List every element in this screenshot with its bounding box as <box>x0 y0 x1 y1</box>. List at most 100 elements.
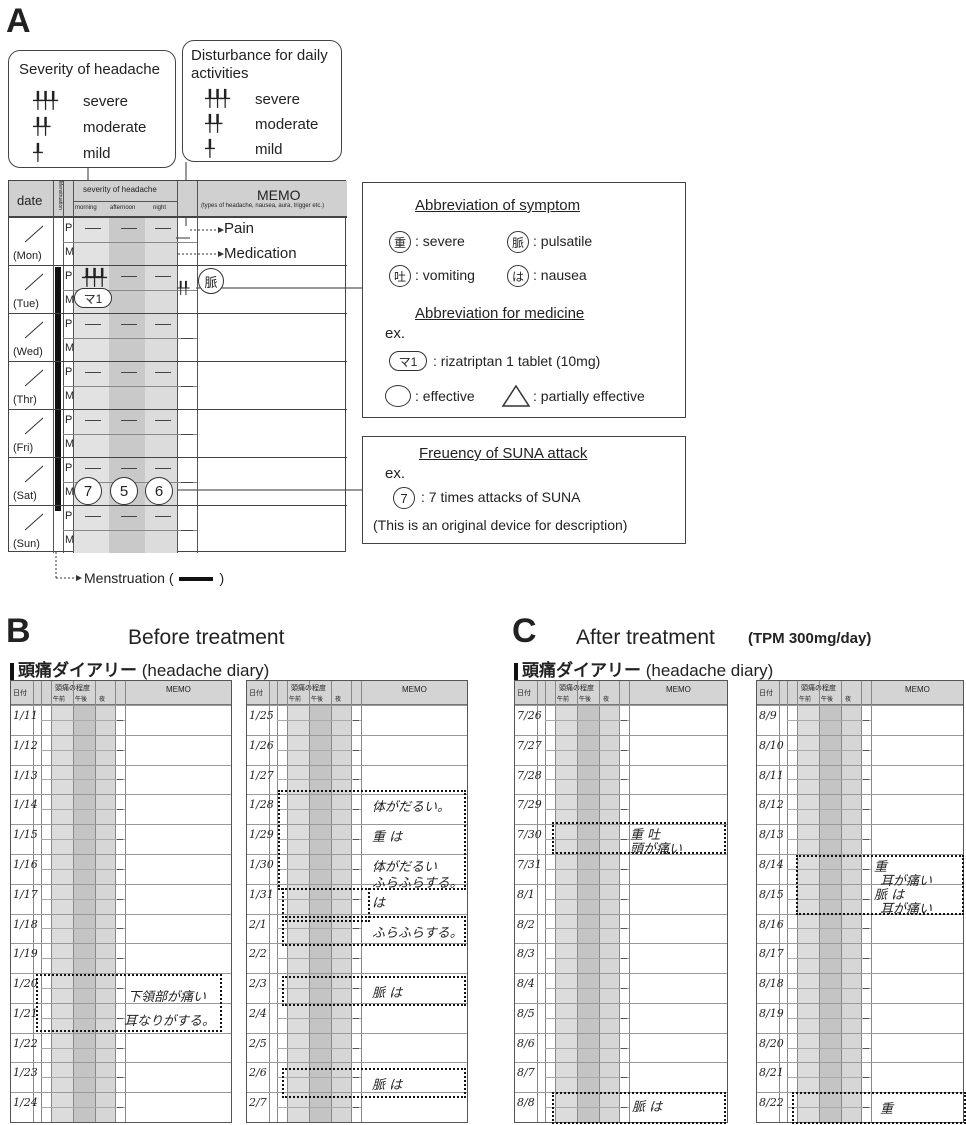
suna-box-title: Freuency of SUNA attack <box>419 445 588 462</box>
sheet-date: 1/25 <box>249 709 274 722</box>
sheet-date: 1/12 <box>13 738 38 752</box>
sheet-date-header: 日付 <box>517 690 531 697</box>
panel-c-note-3: 脈 は <box>632 1100 663 1115</box>
severe-glyph: 重 <box>389 231 411 253</box>
sheet-row <box>247 1092 467 1122</box>
sheet-row <box>757 1002 963 1033</box>
sheet-row <box>247 794 467 824</box>
row-p-label: P <box>65 510 73 522</box>
sheet-row <box>11 1032 231 1063</box>
sheet-row <box>515 1062 727 1092</box>
suna-box: Freuency of SUNA attack ex. 7 : 7 times … <box>362 436 686 544</box>
sheet-severity-header: 頭痛の程度 <box>559 683 594 693</box>
panel-c-title: After treatment <box>576 626 715 649</box>
panel-c-note-2: 頭が痛い <box>630 842 683 857</box>
sheet-date: 8/5 <box>517 1006 535 1020</box>
sheet-date: 1/15 <box>13 828 38 842</box>
severity-mild-label: mild <box>83 145 111 162</box>
disturbance-legend-title-line2: activities <box>191 65 249 82</box>
panel-b-note-7: は <box>372 896 386 911</box>
panel-b-highlight-6 <box>282 1068 466 1098</box>
panel-c-highlight-1 <box>552 822 726 854</box>
panel-b-note-3: 体がだるい。 <box>372 800 451 815</box>
rizatriptan-label: : rizatriptan 1 tablet (10mg) <box>433 353 601 369</box>
sheet-date: 8/22 <box>759 1096 784 1110</box>
sheet-memo-header: MEMO <box>905 685 930 694</box>
panel-label-b: B <box>6 612 31 650</box>
day-row: (Thr) P M <box>9 361 347 409</box>
date-slash <box>24 417 44 435</box>
severity-header: severity of headache <box>83 185 157 194</box>
sheet-date: 8/2 <box>517 917 535 931</box>
sheet-date: 1/29 <box>249 828 274 842</box>
nausea-glyph: は <box>507 265 529 287</box>
sheet-date: 8/15 <box>759 887 784 901</box>
panel-c-right-diary: 日付 頭痛の程度午前 午後 夜 MEMO 8/9 8/10 8/11 8/12 8/13 8/14 8… <box>756 680 964 1123</box>
sheet-date: 8/21 <box>759 1066 784 1080</box>
date-slash <box>24 465 44 483</box>
pain-medication-arrows <box>176 227 224 257</box>
panel-b-highlight-1 <box>36 974 222 1032</box>
sheet-row <box>247 913 467 944</box>
row-p-label: P <box>65 462 73 474</box>
sheet-header <box>515 681 727 705</box>
panel-label-a: A <box>6 2 31 40</box>
partially-effective-label: : partially effective <box>533 388 645 404</box>
sheet-afternoon-header: 午後 <box>311 697 324 703</box>
symptom-abbreviation-box: Abbreviation of symptom 重 : severe 脈 : p… <box>362 182 686 418</box>
sheet-date: 1/17 <box>13 887 38 901</box>
pulsatile-glyph: 脈 <box>507 231 529 253</box>
panel-c-note-7: 耳が痛い <box>880 902 933 917</box>
panel-b-highlight-5 <box>282 976 466 1006</box>
disturbance-legend-title-line1: Disturbance for daily <box>191 47 328 64</box>
sheet-row <box>515 764 727 795</box>
sheet-date: 1/18 <box>13 917 38 931</box>
sheet-row <box>515 1032 727 1063</box>
sheet-date: 1/13 <box>13 768 38 782</box>
effective-label: : effective <box>415 388 475 404</box>
sheet-row <box>515 734 727 765</box>
panel-c-highlight-3 <box>796 855 964 915</box>
sheet-date: 2/5 <box>249 1036 267 1050</box>
severity-severe-symbol: ╀╀╀ <box>33 91 58 110</box>
sat-morning-count: 7 <box>74 477 102 505</box>
menstruation-header: Menstruation <box>57 181 63 210</box>
sheet-date-header: 日付 <box>249 690 263 697</box>
sheet-row <box>247 705 467 735</box>
sheet-morning-header: 午前 <box>557 697 570 703</box>
sheet-row <box>247 943 467 973</box>
sheet-row <box>247 883 467 914</box>
memo-subheader: (types of headache, nausea, aura, trigge… <box>201 203 325 209</box>
panel-b-left-diary: 日付 頭痛の程度午前 午後 夜 MEMO 1/11 1/12 1/13 1/14 1/15 1/16… <box>10 680 232 1123</box>
sat-afternoon-count: 5 <box>110 477 138 505</box>
sheet-date: 1/28 <box>249 798 274 812</box>
tue-disturbance: ╀╀ <box>177 281 190 295</box>
date-slash <box>24 369 44 387</box>
sheet-row <box>757 705 963 735</box>
row-m-label: M <box>65 486 75 498</box>
sheet-severity-header: 頭痛の程度 <box>801 683 836 693</box>
sheet-date: 1/24 <box>13 1096 38 1110</box>
sheet-afternoon-header: 午後 <box>821 697 834 703</box>
sheet-row <box>11 1092 231 1122</box>
sheet-date: 8/14 <box>759 857 784 871</box>
row-p-label: P <box>65 318 73 330</box>
day-row: (Sat) P M <box>9 457 347 505</box>
sheet-header <box>757 681 963 705</box>
row-p-label: P <box>65 270 73 282</box>
date-slash <box>24 225 44 243</box>
sheet-date: 1/19 <box>13 947 38 961</box>
severity-moderate-symbol: ╀╀ <box>33 117 50 136</box>
date-slash <box>24 321 44 339</box>
panel-c-left-diary: 日付 頭痛の程度午前 午後 夜 MEMO 7/26 7/27 7/28 7/29 7/30 7/31… <box>514 680 728 1123</box>
day-label: (Wed) <box>13 346 43 358</box>
sheet-date: 1/23 <box>13 1066 38 1080</box>
day-row: (Wed) P M <box>9 313 347 361</box>
sheet-row <box>247 764 467 795</box>
sheet-date: 8/7 <box>517 1066 535 1080</box>
sheet-date: 1/21 <box>13 1006 38 1020</box>
panel-c-diary-heading: 頭痛ダイアリー (headache diary) <box>514 656 773 681</box>
sheet-afternoon-header: 午後 <box>579 697 592 703</box>
panel-c-note-1: 重 吐 <box>630 828 661 843</box>
symptom-box-title: Abbreviation of symptom <box>415 197 581 214</box>
